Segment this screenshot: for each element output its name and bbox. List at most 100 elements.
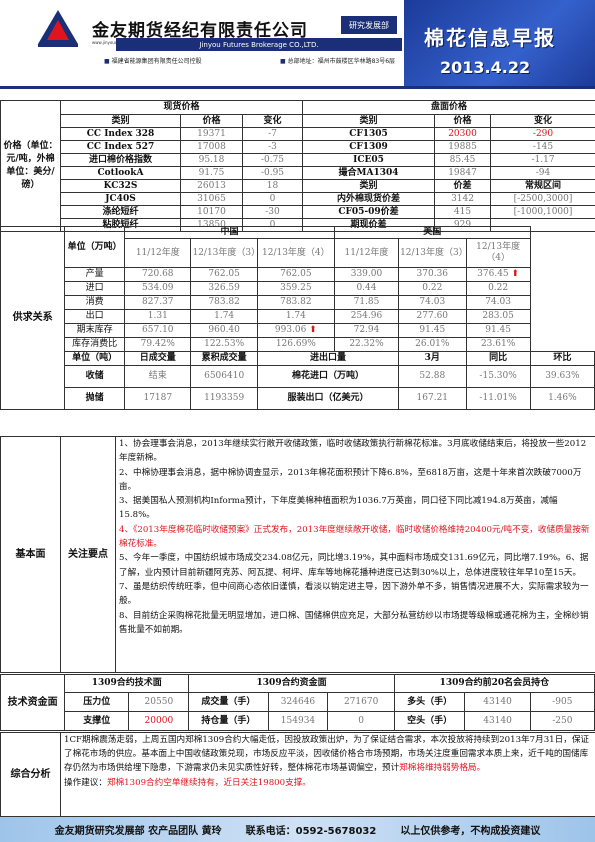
english-name: Jinyou Futures Brokerage CO.,LTD. [116,38,402,51]
price-cell: [-2500,3000] [490,192,595,206]
tech-cell: 空头（手） [393,711,466,731]
focus-item: 5、今年一季度，中国纺织城市场成交234.08亿元，同比增3.19%，其中面料市… [119,553,589,578]
supply-cell: 1.31 [124,309,192,324]
report-title: 棉花信息早报 [424,26,556,50]
price-cell: 18 [241,179,304,193]
supply-cell: 79.42% [124,337,192,352]
header-rule [0,86,595,89]
supply-cell: 72.94 [333,323,400,338]
price-cell: 26013 [180,179,243,193]
trade-cell: 收储 [64,365,126,388]
tech-cell: -250 [529,711,595,731]
price-section-label: 价格（单位：元/吨，外棉单位：美分/磅） [0,100,61,232]
supply-cell: 71.85 [333,295,400,310]
price-cell: 20300 [434,127,492,141]
price-cell: 31065 [180,192,243,206]
summary-conclusion: 郑棉将维持弱势格局。 [399,763,486,774]
price-cell: 19371 [180,127,243,141]
tech-cell: 43140 [464,711,531,731]
tech-cell: 20000 [128,711,190,731]
supply-cell: 1.74 [190,309,258,324]
supply-cell: 657.10 [124,323,192,338]
supply-cell: 126.69% [256,337,335,352]
report-footer: 金友期货研究发展部 农产品团队 黄玲 联系电话：0592-5678032 以上仅… [0,816,595,842]
supply-cell: 827.37 [124,295,192,310]
tech-h3: 1309合约前20名会员持仓 [393,674,595,693]
supply-cell: 23.61% [465,337,531,352]
trade-cell: 1.46% [529,387,595,410]
tech-h2: 1309合约资金面 [188,674,395,693]
supply-cell: 库存消费比 [64,337,126,352]
supply-cell: 91.45 [398,323,467,338]
summary-body: 1CF期棉震荡走弱，上周五国内郑棉1309合约大幅走低，因投放政策出炉，为了保证… [64,735,590,774]
price-cell: -0.75 [241,153,304,167]
supply-value: 993.06 [274,325,307,335]
price-cell: 涤纶短纤 [60,205,181,219]
price-cell: -30 [241,205,304,219]
tech-cell: 324646 [267,692,329,712]
trade-cell: 39.63% [529,365,595,388]
supply-cell: 0.22 [465,281,531,296]
price-col-header: 变化 [241,114,304,128]
trade-cell: 167.21 [398,387,467,410]
price-cell: 85.45 [434,153,492,167]
address-note: 总部地址：福州市鼓楼区华林路83号6层 [280,56,395,65]
tech-cell: 154934 [267,711,329,731]
price-col-header: 类别 [60,114,181,128]
tech-label: 技术资金面 [0,674,66,731]
price-cell: 0 [241,192,304,206]
price-cell: -7 [241,127,304,141]
supply-value: 376.45 [477,269,509,279]
supply-cell: 22.32% [333,337,400,352]
focus-notes: 1、协会理事会消息，2013年继续实行敞开收储政策，临时收储政策执行新棉花标准。… [115,436,595,673]
price-cell: KC32S [60,179,181,193]
trade-header: 环比 [529,351,595,366]
supply-cell: 370.36 [398,267,467,282]
focus-item: 7、虽是纺织传统旺季，但中间商心态依旧谨慎，看淡以销定进主导，因下游外单不多，销… [119,581,589,607]
tech-cell: 43140 [464,692,531,712]
supply-cell: 720.68 [124,267,192,282]
focus-item: 2、中棉协理事会消息，据中棉协调查显示，2013年棉花面积预计下降6.8%，至6… [119,467,582,492]
trade-cell: 结束 [124,365,192,388]
company-url: www.jinyouqh.com [92,40,130,45]
tech-cell: 20550 [128,692,190,712]
price-cell: 95.18 [180,153,243,167]
tech-cell: 成交量（手） [188,692,269,712]
price-cell: -145 [490,140,595,154]
supply-cell: 783.82 [256,295,335,310]
price-cell: -94 [490,166,595,180]
supply-cell: 0.44 [333,281,400,296]
supply-cell: 783.82 [190,295,258,310]
year-header: 12/13年度（4） [465,238,531,268]
price-cell: [-1000,1000] [490,205,595,219]
supply-cell: 出口 [64,309,126,324]
base-label: 基本面 [0,436,61,673]
price-cell: 10170 [180,205,243,219]
supply-cell: 进口 [64,281,126,296]
price-cell: 17008 [180,140,243,154]
year-header: 12/13年度（3） [398,238,467,268]
company-logo [38,10,78,47]
trade-header: 累积成交量 [190,351,258,366]
year-header: 12/13年度（3） [190,238,258,268]
tech-cell: 0 [327,711,395,731]
focus-item: 8、目前纺企采购棉花批量无明显增加，进口棉、国储棉供应充足，大部分私营纺纱以市场… [119,610,589,635]
price-cell: 91.75 [180,166,243,180]
price-cell: 进口棉价格指数 [60,153,181,167]
trade-header: 日成交量 [124,351,192,366]
price-cell: JC40S [60,192,181,206]
price-cell: ICE05 [302,153,436,167]
supply-cell: 消费 [64,295,126,310]
summary-label: 综合分析 [0,732,61,817]
supply-cell: 376.45 ⬆ [465,267,531,282]
footer-phone: 联系电话：0592-5678032 [245,826,377,837]
supply-cell: 74.03 [398,295,467,310]
price-cell: 撮合MA1304 [302,166,436,180]
department-badge: 研究发展部 [341,16,397,34]
tech-cell: -905 [529,692,595,712]
spot-header: 现货价格 [59,100,304,115]
futures-header: 盘面价格 [302,100,595,115]
trade-cell: 6506410 [190,365,258,388]
advice-text: 郑棉1309合约空单继续持有，近日关注19800支撑。 [106,777,311,788]
supply-cell: 993.06 ⬆ [256,323,335,338]
